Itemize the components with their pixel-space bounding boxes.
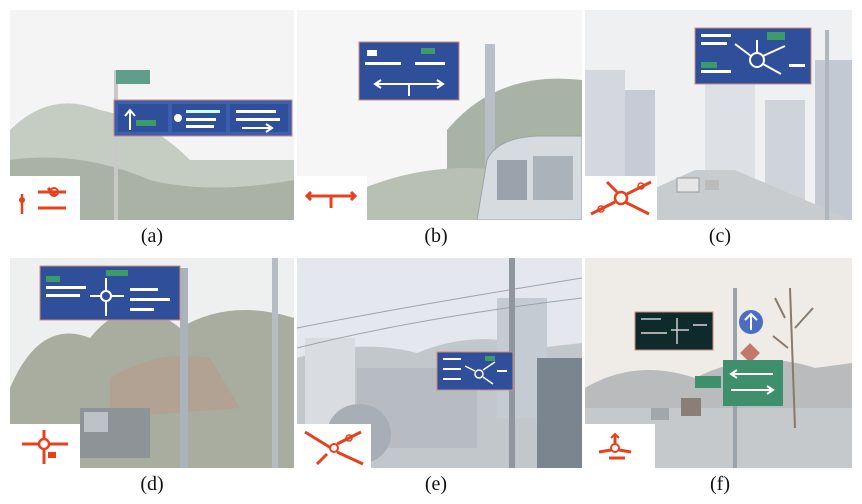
junction-pictogram-c-icon [585, 176, 657, 220]
photo-panel-c [585, 10, 852, 220]
panel-caption-f: (f) [710, 473, 730, 495]
panel-caption-b: (b) [424, 225, 448, 247]
directional-guide-sign-f-icon [634, 311, 714, 351]
photo-panel-d [10, 258, 294, 468]
directional-guide-sign-b-icon [358, 41, 460, 101]
photo-panel-a [10, 10, 294, 220]
junction-pictogram-e-icon [297, 424, 371, 468]
photo-panel-b [297, 10, 582, 220]
directional-guide-sign-a-icon [113, 99, 293, 137]
directional-guide-sign-d-icon [39, 265, 181, 321]
directional-guide-sign-c-icon [694, 27, 812, 85]
panel-caption-a: (a) [140, 225, 164, 247]
panel-caption-e: (e) [424, 473, 448, 495]
panel-caption-c: (c) [708, 225, 732, 247]
photo-panel-e [297, 258, 582, 468]
junction-pictogram-f-icon [585, 424, 655, 468]
junction-pictogram-b-icon [297, 176, 367, 220]
junction-pictogram-d-icon [10, 424, 80, 468]
junction-pictogram-a-icon [10, 176, 80, 220]
panel-caption-d: (d) [140, 473, 164, 495]
photo-panel-f [585, 258, 852, 468]
directional-guide-sign-e-icon [436, 351, 514, 391]
